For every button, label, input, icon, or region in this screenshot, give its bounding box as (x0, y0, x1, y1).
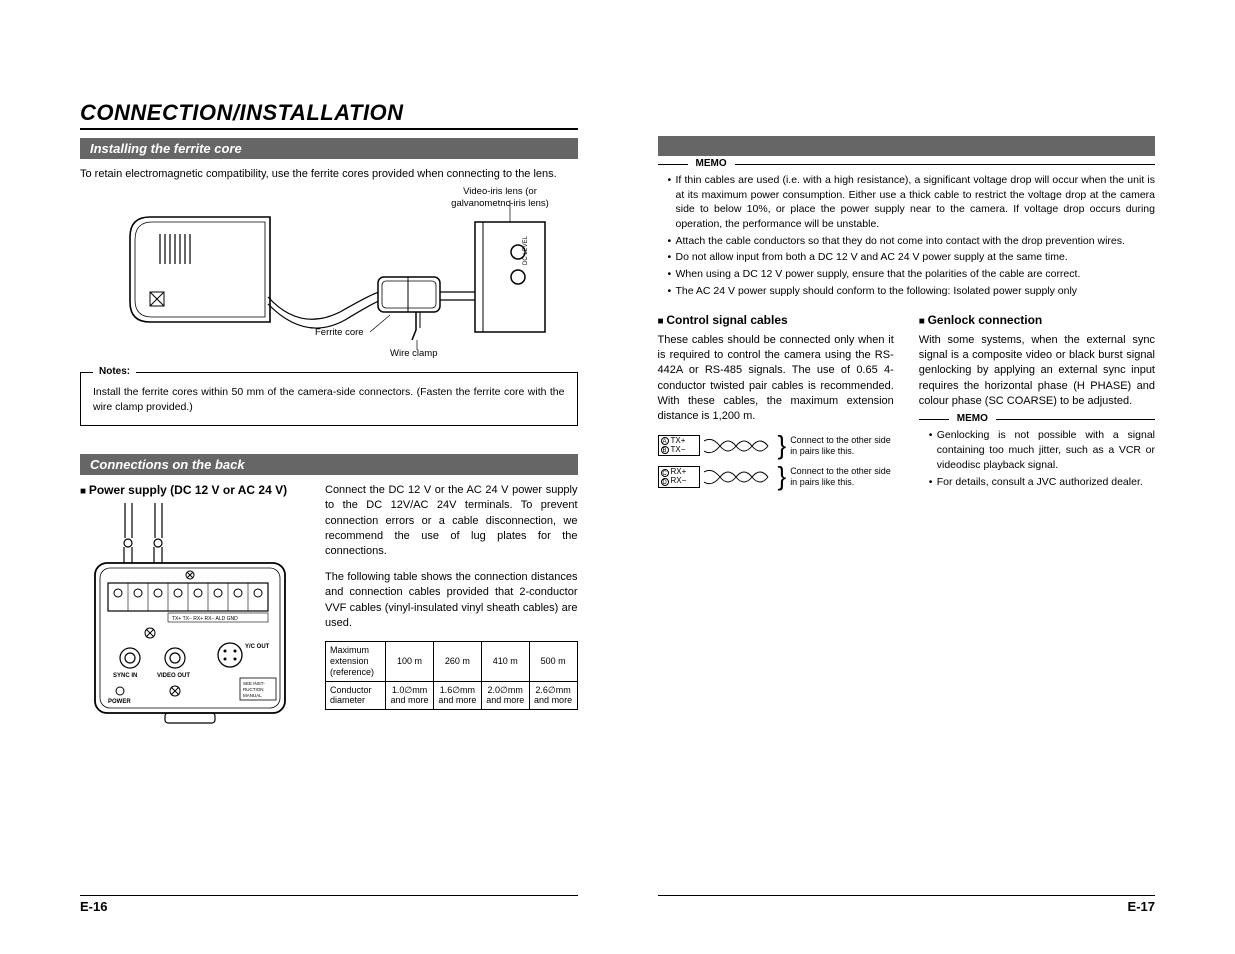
signal-diagram: ATX+ BTX− } Connect to the other side in… (658, 435, 894, 488)
svg-text:SEE INST-: SEE INST- (243, 681, 265, 686)
table-cell: 1.6∅mm and more (433, 681, 481, 710)
table-cell: Maximum extension (reference) (326, 642, 386, 681)
page-number-right: E-17 (1128, 899, 1155, 914)
memo-list: If thin cables are used (i.e. with a hig… (658, 173, 1156, 299)
brace-icon: } (778, 438, 787, 454)
svg-text:MANUAL: MANUAL (243, 693, 262, 698)
memo-item: For details, consult a JVC authorized de… (929, 475, 1155, 490)
notes-text: Install the ferrite cores within 50 mm o… (93, 386, 565, 413)
footer-rule-left (80, 895, 578, 896)
footer-rule-right (658, 895, 1156, 896)
terminal-box-rx: CRX+ DRX− (658, 466, 700, 488)
memo-box-1: MEMO If thin cables are used (i.e. with … (658, 164, 1156, 299)
notes-box: Notes: Install the ferrite cores within … (80, 372, 578, 425)
notes-label: Notes: (93, 365, 136, 379)
table-cell: 500 m (529, 642, 577, 681)
control-signal-heading: Control signal cables (658, 313, 894, 327)
brace-icon: } (778, 469, 787, 485)
memo-label: MEMO (949, 412, 996, 426)
table-cell: 100 m (386, 642, 434, 681)
memo-item: Do not allow input from both a DC 12 V a… (668, 250, 1156, 265)
control-signal-body: These cables should be connected only wh… (658, 333, 894, 425)
twist-icon (704, 436, 774, 456)
ferrite-intro: To retain electromagnetic compatibility,… (80, 167, 578, 182)
ferrite-diagram: DC LEVEL Video-iris lens (or galvanometn… (120, 192, 560, 362)
genlock-body: With some systems, when the external syn… (919, 333, 1155, 410)
signal-text: Connect to the other side in pairs like … (790, 435, 894, 457)
right-two-col: Control signal cables These cables shoul… (658, 313, 1156, 504)
power-para-2: The following table shows the connection… (325, 570, 578, 632)
cable-table: Maximum extension (reference) 100 m 260 … (325, 641, 578, 710)
section-bar-back: Connections on the back (80, 454, 578, 475)
main-heading: CONNECTION/INSTALLATION (80, 100, 578, 130)
signal-row-rx: CRX+ DRX− } Connect to the other side in… (658, 466, 894, 488)
memo-box-2: MEMO Genlocking is not possible with a s… (919, 419, 1155, 489)
callout-lens: Video-iris lens (or galvanometnc-iris le… (440, 186, 560, 209)
table-row: Conductor diameter 1.0∅mm and more 1.6∅m… (326, 681, 578, 710)
memo-item: If thin cables are used (i.e. with a hig… (668, 173, 1156, 232)
power-supply-heading: Power supply (DC 12 V or AC 24 V) (80, 483, 305, 497)
callout-wireclamp: Wire clamp (390, 348, 438, 359)
signal-text: Connect to the other side in pairs like … (790, 466, 894, 488)
back-panel-svg: TX+ TX− RX+ RX− ALD GND SYNC IN VIDEO OU… (80, 503, 300, 733)
section-bar-empty (658, 136, 1156, 156)
callout-ferrite: Ferrite core (315, 327, 364, 338)
svg-text:VIDEO OUT: VIDEO OUT (157, 673, 190, 679)
svg-text:Y/C OUT: Y/C OUT (245, 644, 270, 650)
page-left: CONNECTION/INSTALLATION Installing the f… (0, 0, 618, 954)
terminal-box-tx: ATX+ BTX− (658, 435, 700, 457)
back-panel-diagram: TX+ TX− RX+ RX− ALD GND SYNC IN VIDEO OU… (80, 503, 300, 733)
back-two-col: Power supply (DC 12 V or AC 24 V) (80, 483, 578, 733)
memo-item: Genlocking is not possible with a signal… (929, 428, 1155, 472)
table-cell: 1.0∅mm and more (386, 681, 434, 710)
table-cell: 2.6∅mm and more (529, 681, 577, 710)
page-right: MEMO If thin cables are used (i.e. with … (618, 0, 1235, 954)
svg-text:POWER: POWER (108, 699, 131, 705)
table-cell: 410 m (481, 642, 529, 681)
memo-item: The AC 24 V power supply should conform … (668, 284, 1156, 299)
table-cell: 260 m (433, 642, 481, 681)
table-cell: 2.0∅mm and more (481, 681, 529, 710)
table-row: Maximum extension (reference) 100 m 260 … (326, 642, 578, 681)
svg-text:RUCTION: RUCTION (243, 687, 264, 692)
memo-item: Attach the cable conductors so that they… (668, 234, 1156, 249)
svg-text:SYNC IN: SYNC IN (113, 673, 137, 679)
memo-label: MEMO (688, 157, 735, 171)
memo-item: When using a DC 12 V power supply, ensur… (668, 267, 1156, 282)
svg-text:DC LEVEL: DC LEVEL (523, 236, 529, 266)
svg-text:TX+ TX− RX+ RX− ALD GND: TX+ TX− RX+ RX− ALD GND (172, 616, 238, 622)
power-para-1: Connect the DC 12 V or the AC 24 V power… (325, 483, 578, 560)
twist-icon (704, 467, 774, 487)
page-number-left: E-16 (80, 899, 107, 914)
signal-row-tx: ATX+ BTX− } Connect to the other side in… (658, 435, 894, 457)
table-cell: Conductor diameter (326, 681, 386, 710)
section-bar-ferrite: Installing the ferrite core (80, 138, 578, 159)
memo-list: Genlocking is not possible with a signal… (919, 428, 1155, 489)
genlock-heading: Genlock connection (919, 313, 1155, 327)
